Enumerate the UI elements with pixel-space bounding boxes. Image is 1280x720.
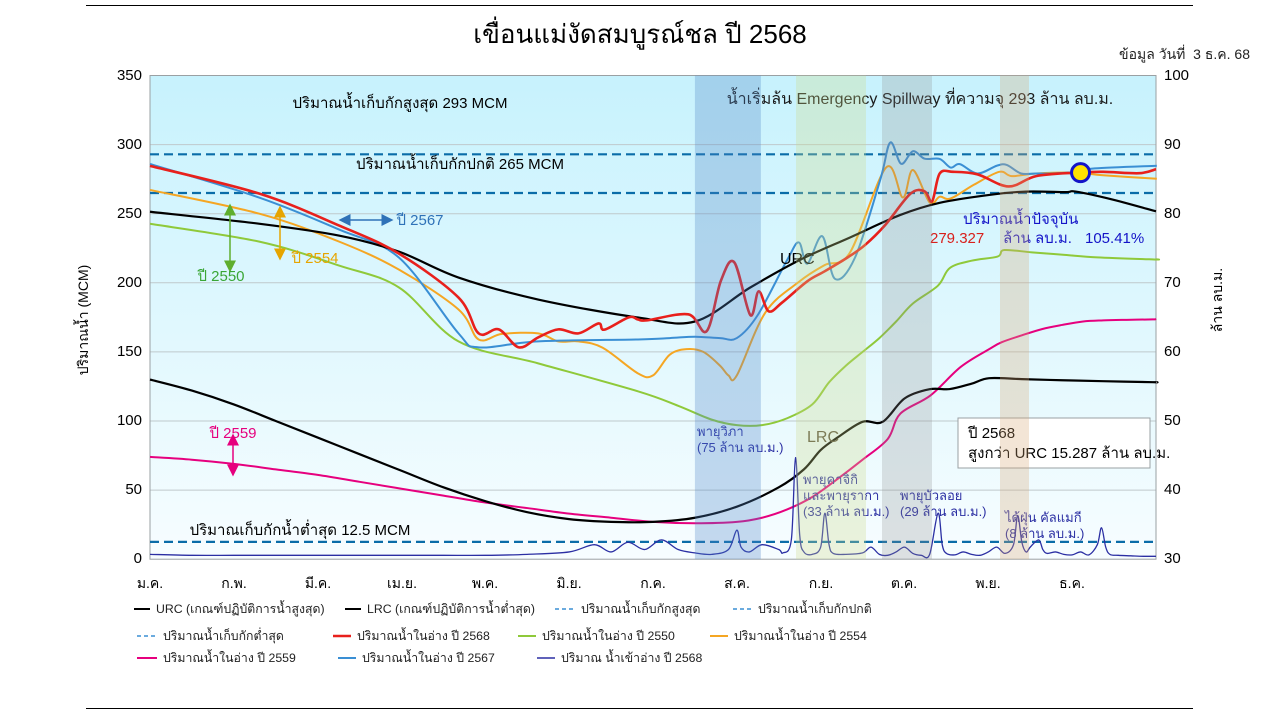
svg-text:60: 60 bbox=[1164, 343, 1181, 360]
svg-text:ปี 2554: ปี 2554 bbox=[291, 250, 339, 267]
svg-text:150: 150 bbox=[117, 343, 142, 360]
svg-text:250: 250 bbox=[117, 205, 142, 222]
svg-text:เม.ย.: เม.ย. bbox=[387, 575, 417, 591]
svg-text:200: 200 bbox=[117, 274, 142, 291]
svg-text:90: 90 bbox=[1164, 136, 1181, 153]
svg-text:มี.ค.: มี.ค. bbox=[305, 575, 331, 591]
svg-text:ปริมาณเก็บกักน้ำต่ำสุด 12.5 MC: ปริมาณเก็บกักน้ำต่ำสุด 12.5 MCM bbox=[190, 519, 411, 540]
svg-text:300: 300 bbox=[117, 136, 142, 153]
svg-text:30: 30 bbox=[1164, 550, 1181, 567]
svg-text:ส.ค.: ส.ค. bbox=[724, 575, 750, 591]
svg-text:สูงกว่า URC 15.287 ล้าน ลบ.ม.: สูงกว่า URC 15.287 ล้าน ลบ.ม. bbox=[968, 445, 1170, 462]
svg-text:ปี 2559: ปี 2559 bbox=[209, 425, 257, 442]
svg-text:105.41%: 105.41% bbox=[1085, 230, 1144, 247]
svg-text:0: 0 bbox=[134, 550, 142, 567]
svg-text:มิ.ย.: มิ.ย. bbox=[556, 575, 581, 591]
svg-text:พ.ค.: พ.ค. bbox=[472, 575, 498, 591]
svg-text:80: 80 bbox=[1164, 205, 1181, 222]
svg-text:ก.ค.: ก.ค. bbox=[640, 575, 666, 591]
svg-text:50: 50 bbox=[125, 481, 142, 498]
svg-text:279.327: 279.327 bbox=[930, 230, 984, 247]
svg-text:ปริมาณน้ำ (MCM): ปริมาณน้ำ (MCM) bbox=[73, 265, 91, 376]
svg-text:100: 100 bbox=[1164, 67, 1189, 84]
svg-text:ก.ย.: ก.ย. bbox=[809, 575, 833, 591]
svg-text:350: 350 bbox=[117, 67, 142, 84]
svg-text:ก.พ.: ก.พ. bbox=[221, 575, 246, 591]
svg-text:พ.ย.: พ.ย. bbox=[975, 575, 1000, 591]
svg-text:ต.ค.: ต.ค. bbox=[891, 575, 917, 591]
svg-text:70: 70 bbox=[1164, 274, 1181, 291]
svg-text:40: 40 bbox=[1164, 481, 1181, 498]
svg-text:100: 100 bbox=[117, 412, 142, 429]
svg-text:ปริมาณน้ำเก็บกักสูงสุด 293 MCM: ปริมาณน้ำเก็บกักสูงสุด 293 MCM bbox=[293, 92, 508, 113]
svg-text:50: 50 bbox=[1164, 412, 1181, 429]
svg-text:ปี 2567: ปี 2567 bbox=[396, 212, 444, 229]
svg-text:ปี 2550: ปี 2550 bbox=[197, 268, 245, 285]
svg-text:ม.ค.: ม.ค. bbox=[137, 575, 163, 591]
svg-text:ล้าน ลบ.ม.: ล้าน ลบ.ม. bbox=[1209, 268, 1225, 332]
svg-text:ปริมาณน้ำเก็บกักปกติ 265 MCM: ปริมาณน้ำเก็บกักปกติ 265 MCM bbox=[356, 153, 564, 173]
svg-text:ธ.ค.: ธ.ค. bbox=[1059, 575, 1085, 591]
